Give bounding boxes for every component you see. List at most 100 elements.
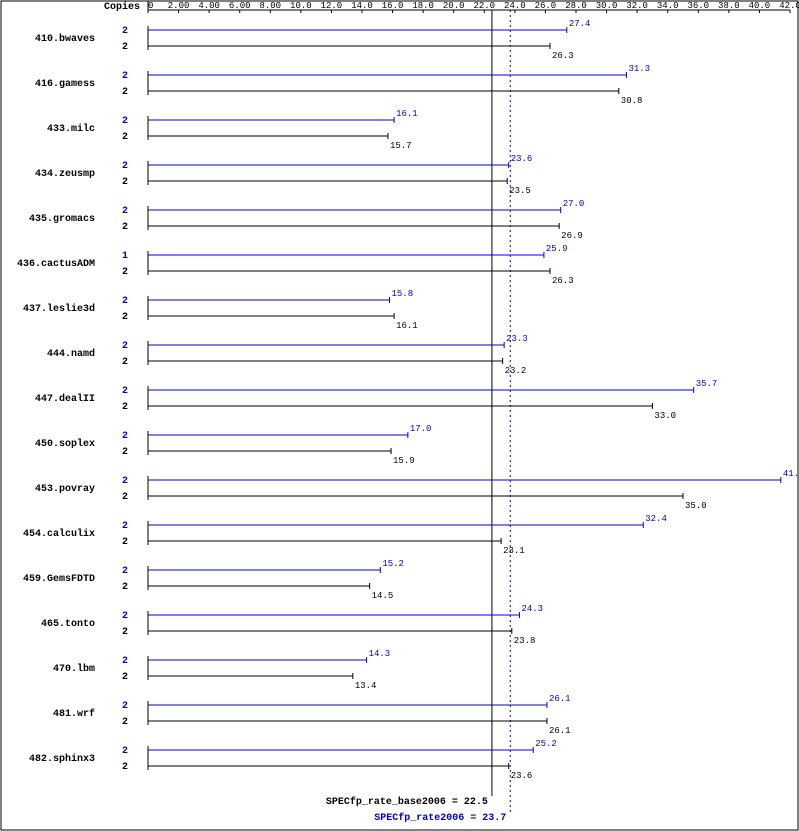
peak-copies: 2: [122, 296, 128, 307]
base-value-label: 26.3: [552, 276, 574, 286]
benchmark-label: 444.namd: [47, 348, 95, 360]
base-value-label: 15.7: [390, 141, 412, 151]
x-tick-label: 2.00: [168, 1, 190, 11]
x-tick-label: 22.0: [473, 1, 495, 11]
peak-copies: 2: [122, 566, 128, 577]
benchmark-label: 459.GemsFDTD: [23, 574, 95, 585]
x-tick-label: 30.0: [596, 1, 618, 11]
peak-value-label: 25.9: [546, 244, 568, 254]
base-value-label: 26.3: [552, 51, 574, 61]
base-copies: 2: [122, 627, 128, 638]
base-copies: 2: [122, 222, 128, 233]
x-tick-label: 0: [148, 1, 153, 11]
benchmark-label: 433.milc: [47, 123, 95, 135]
benchmark-label: 454.calculix: [23, 528, 95, 540]
x-tick-label: 6.00: [229, 1, 251, 11]
base-value-label: 33.0: [654, 411, 676, 421]
base-value-label: 23.6: [511, 771, 533, 781]
peak-copies: 2: [122, 611, 128, 622]
peak-value-label: 35.7: [696, 379, 718, 389]
peak-copies: 2: [122, 71, 128, 82]
benchmark-label: 465.tonto: [41, 619, 95, 630]
benchmark-label: 470.lbm: [53, 663, 95, 675]
base-value-label: 35.0: [685, 501, 707, 511]
reference-label: SPECfp_rate_base2006 = 22.5: [326, 796, 488, 808]
copies-header: Copies: [104, 1, 140, 13]
peak-copies: 2: [122, 701, 128, 712]
base-value-label: 16.1: [396, 321, 418, 331]
peak-value-label: 25.2: [535, 739, 557, 749]
x-tick-label: 26.0: [535, 1, 557, 11]
base-copies: 2: [122, 402, 128, 413]
x-tick-label: 36.0: [687, 1, 709, 11]
peak-copies: 2: [122, 521, 128, 532]
peak-copies: 2: [122, 26, 128, 37]
peak-value-label: 23.6: [511, 154, 533, 164]
base-value-label: 15.9: [393, 456, 415, 466]
base-value-label: 23.1: [503, 546, 525, 556]
peak-value-label: 16.1: [396, 109, 418, 119]
base-copies: 2: [122, 672, 128, 683]
peak-copies: 2: [122, 656, 128, 667]
benchmark-label: 447.dealII: [35, 393, 95, 405]
base-value-label: 23.8: [514, 636, 536, 646]
benchmark-label: 435.gromacs: [29, 214, 95, 225]
base-value-label: 23.5: [509, 186, 531, 196]
base-copies: 2: [122, 87, 128, 98]
base-value-label: 30.8: [621, 96, 643, 106]
benchmark-label: 453.povray: [35, 484, 95, 495]
peak-value-label: 27.0: [563, 199, 585, 209]
base-copies: 2: [122, 267, 128, 278]
base-copies: 2: [122, 762, 128, 773]
peak-copies: 2: [122, 386, 128, 397]
reference-label: SPECfp_rate2006 = 23.7: [374, 812, 506, 824]
benchmark-label: 450.soplex: [35, 438, 95, 450]
benchmark-label: 481.wrf: [53, 708, 95, 720]
benchmark-label: 437.leslie3d: [23, 303, 95, 315]
x-tick-label: 10.0: [290, 1, 312, 11]
peak-value-label: 15.8: [392, 289, 414, 299]
x-tick-label: 12.0: [321, 1, 343, 11]
peak-copies: 2: [122, 341, 128, 352]
peak-value-label: 27.4: [569, 19, 591, 29]
peak-copies: 2: [122, 206, 128, 217]
base-value-label: 13.4: [355, 681, 377, 691]
peak-value-label: 23.3: [506, 334, 528, 344]
x-tick-label: 4.00: [198, 1, 220, 11]
x-tick-label: 40.0: [749, 1, 771, 11]
x-tick-label: 28.0: [565, 1, 587, 11]
base-value-label: 23.2: [505, 366, 527, 376]
base-copies: 2: [122, 357, 128, 368]
peak-copies: 2: [122, 746, 128, 757]
peak-value-label: 15.2: [382, 559, 404, 569]
peak-value-label: 17.0: [410, 424, 432, 434]
peak-copies: 2: [122, 161, 128, 172]
base-copies: 2: [122, 582, 128, 593]
base-copies: 2: [122, 177, 128, 188]
x-tick-label: 38.0: [718, 1, 740, 11]
peak-copies: 2: [122, 476, 128, 487]
spec-benchmark-chart: Copies 0 2.00 4.00 6.00 8.00 10.0 12.0 14.0 16.0 1…: [0, 0, 799, 831]
peak-copies: 2: [122, 116, 128, 127]
base-value-label: 26.9: [561, 231, 583, 241]
base-copies: 2: [122, 492, 128, 503]
x-tick-label: 8.00: [259, 1, 281, 11]
base-copies: 2: [122, 717, 128, 728]
base-copies: 2: [122, 537, 128, 548]
benchmark-label: 410.bwaves: [35, 33, 95, 45]
peak-copies: 2: [122, 431, 128, 442]
base-value-label: 14.5: [372, 591, 394, 601]
x-tick-label: 42.0: [779, 1, 799, 11]
x-tick-label: 34.0: [657, 1, 679, 11]
x-tick-label: 24.0: [504, 1, 526, 11]
x-tick-label: 14.0: [351, 1, 373, 11]
base-copies: 2: [122, 447, 128, 458]
x-tick-label: 32.0: [626, 1, 648, 11]
base-copies: 2: [122, 132, 128, 143]
x-tick-label: 16.0: [382, 1, 404, 11]
benchmark-label: 436.cactusADM: [17, 259, 95, 270]
benchmark-label: 434.zeusmp: [35, 169, 95, 180]
peak-value-label: 41.4: [783, 469, 799, 479]
peak-value-label: 14.3: [369, 649, 391, 659]
peak-value-label: 24.3: [521, 604, 543, 614]
